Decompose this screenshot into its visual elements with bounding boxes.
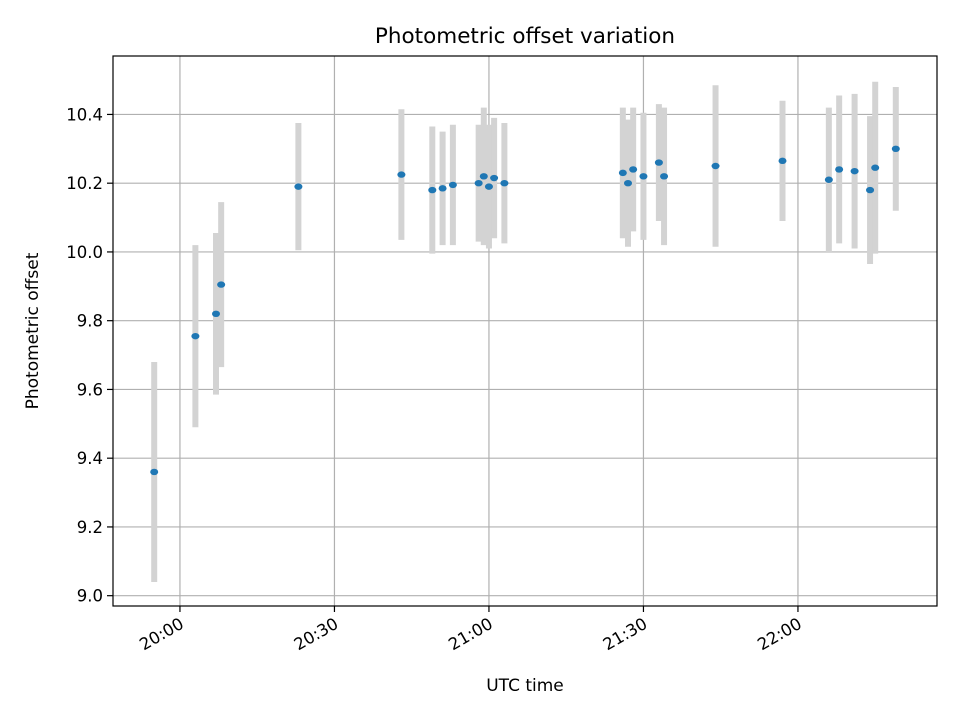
data-point [711, 162, 720, 170]
data-point [294, 183, 303, 190]
data-point [191, 332, 200, 340]
data-point [618, 169, 627, 177]
data-point [866, 186, 875, 194]
data-points [150, 145, 900, 476]
data-point [474, 179, 483, 187]
data-point [397, 171, 406, 178]
data-point [824, 176, 833, 183]
grid [113, 56, 937, 606]
y-tick-label: 10.2 [66, 174, 103, 193]
y-axis-label: Photometric offset [23, 252, 43, 409]
data-point [624, 179, 632, 187]
data-point [150, 468, 159, 476]
data-point [500, 179, 509, 187]
data-point [438, 185, 447, 192]
data-point [850, 167, 859, 175]
y-axis-ticks: 9.0 9.2 9.4 9.6 9.8 10.0 10.2 10.4 [66, 105, 113, 606]
y-tick-label: 10.4 [66, 105, 103, 124]
y-tick-label: 10.0 [66, 243, 103, 262]
chart-title: Photometric offset variation [375, 24, 675, 49]
y-tick-label: 9.0 [77, 587, 103, 606]
data-point [835, 166, 844, 173]
data-point [479, 173, 488, 180]
x-axis-label: UTC time [486, 676, 564, 696]
data-point [217, 281, 226, 288]
y-tick-label: 9.4 [77, 449, 103, 468]
data-point [654, 159, 663, 166]
data-point [660, 173, 669, 180]
data-point [871, 164, 880, 171]
y-tick-label: 9.6 [77, 380, 103, 399]
y-tick-label: 9.8 [77, 312, 103, 331]
data-point [428, 186, 437, 194]
data-point [490, 174, 499, 182]
data-point [484, 183, 493, 190]
data-point [212, 310, 220, 318]
plot-frame [112, 55, 938, 607]
data-point [891, 145, 900, 153]
y-tick-label: 9.2 [77, 518, 103, 537]
data-point [448, 181, 457, 189]
data-point [629, 166, 638, 173]
data-point [639, 173, 648, 180]
data-point [778, 157, 787, 165]
